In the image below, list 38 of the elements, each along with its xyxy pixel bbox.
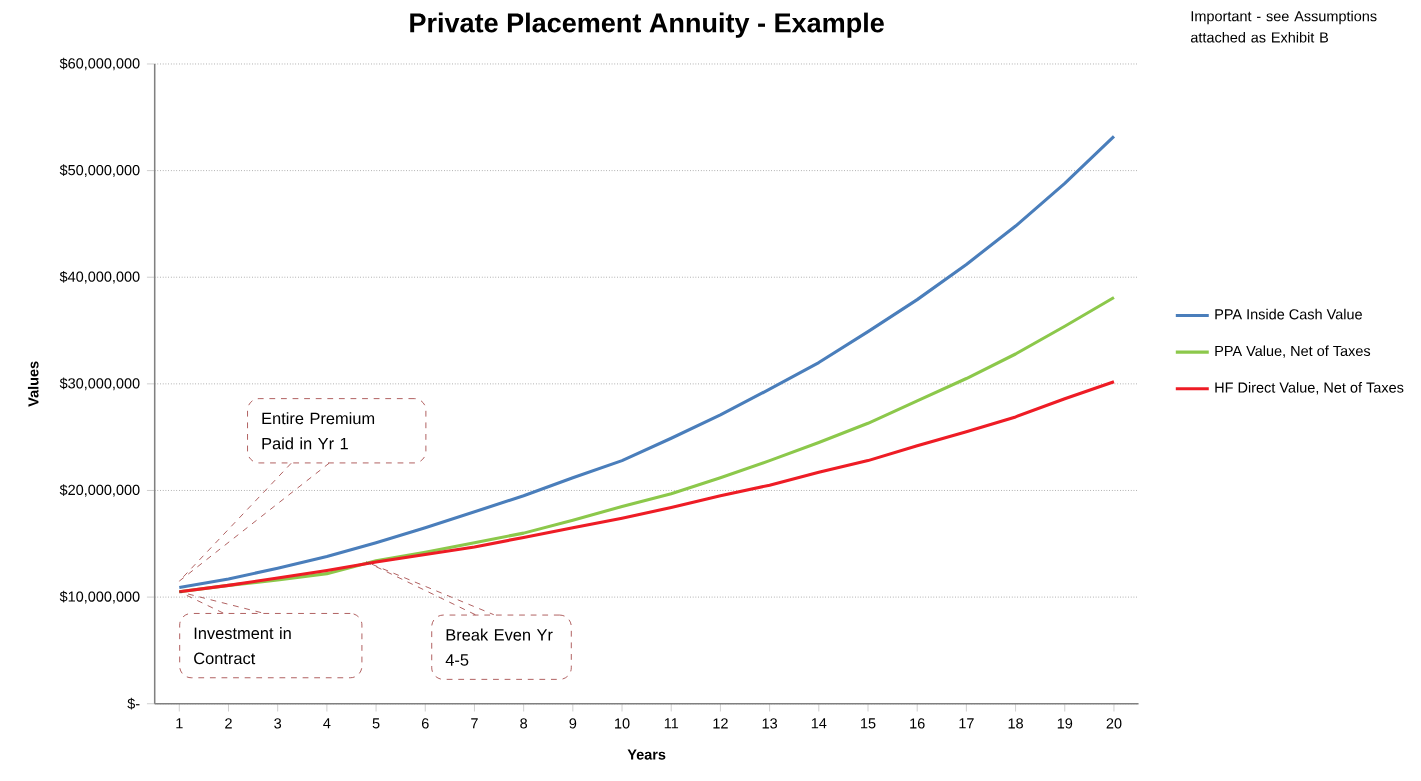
x-tick-label: 13 [762, 718, 778, 729]
text: Important - see Assumptions attached as Exhibit B [1190, 10, 1377, 43]
x-tick-label: 4 [323, 718, 331, 729]
x-tick-label: 18 [1008, 718, 1023, 729]
x-tick-label: 14 [811, 718, 827, 729]
y-tick-label: $50,000,000 [59, 164, 140, 177]
line-series [177, 380, 1116, 594]
x-tick-label: 10 [615, 718, 630, 729]
x-tick-label: 9 [569, 718, 577, 729]
x-tick-label: 7 [471, 718, 478, 729]
x-tick-label: 6 [421, 718, 429, 729]
legend-label: PPA Inside Cash Value [1215, 308, 1362, 320]
x-tick-label: 3 [274, 718, 282, 729]
annotation: Investment in Contract [194, 626, 291, 665]
x-tick-label: 8 [520, 718, 528, 729]
x-tick-label: 12 [713, 718, 728, 729]
annotation: Break Even Yr 4-5 [445, 628, 553, 666]
y-tick-label: $60,000,000 [59, 57, 140, 71]
y-tick-label: $10,000,000 [59, 590, 140, 604]
x-axis-title: Years [627, 749, 666, 760]
x-tick-label: 15 [861, 718, 876, 729]
legend-label: PPA Value, Net of Taxes [1215, 345, 1371, 358]
y-tick-label: $30,000,000 [59, 377, 140, 391]
x-tick-label: 5 [372, 718, 380, 729]
chart-title: Private Placement Annuity - Example [410, 12, 884, 38]
annotation: Entire Premium Paid in Yr 1 [262, 412, 375, 450]
legend-label: HF Direct Value, Net of Taxes [1215, 381, 1404, 395]
x-tick-label: 11 [664, 718, 679, 729]
y-tick-label: $40,000,000 [59, 270, 140, 284]
x-tick-label: 20 [1106, 718, 1122, 729]
x-tick-label: 1 [176, 718, 183, 729]
x-tick-label: 19 [1057, 718, 1073, 729]
x-tick-label: 16 [910, 718, 925, 729]
x-tick-label: 2 [225, 718, 232, 729]
y-tick-label: $20,000,000 [59, 484, 140, 497]
x-tick-label: 17 [959, 718, 974, 729]
y-tick-label: $- [127, 697, 140, 710]
y-axis-title: Values [27, 361, 39, 407]
